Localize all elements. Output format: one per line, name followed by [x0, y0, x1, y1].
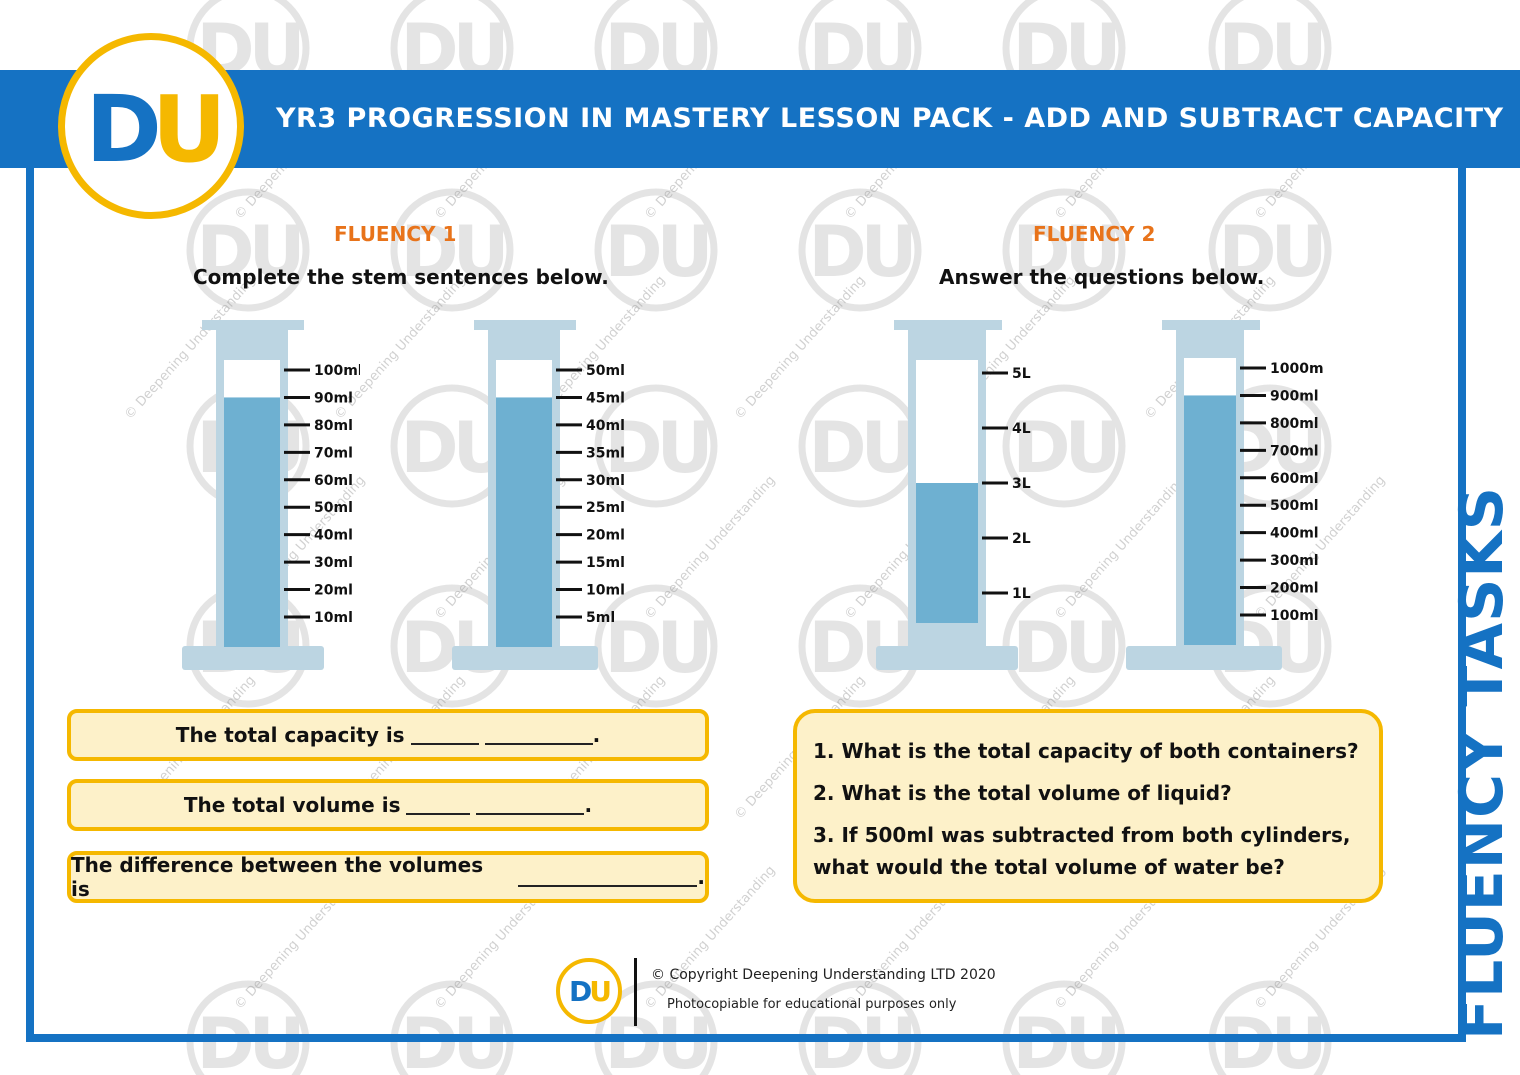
answer-blank[interactable]: [518, 867, 698, 887]
cylinder-base: [452, 646, 598, 670]
unit-blank[interactable]: [484, 725, 593, 745]
cylinder-rim: [1162, 320, 1260, 330]
photocopiable-text: Photocopiable for educational purposes o…: [667, 997, 957, 1012]
scale-label: 1L: [1012, 586, 1031, 602]
scale-label: 10ml: [586, 583, 625, 599]
scale-label: 100ml: [1270, 608, 1319, 624]
scale-label: 45ml: [586, 390, 625, 406]
measuring-cylinder-5l: 5L 4L 3L 2L 1L: [876, 320, 1031, 670]
scale-label: 20ml: [586, 528, 625, 544]
liquid-fill: [496, 397, 552, 647]
question-2: 2. What is the total volume of liquid?: [813, 781, 1232, 805]
stem-end: .: [584, 793, 593, 817]
scale-label: 50ml: [314, 500, 353, 516]
measuring-cylinder-1000ml: 1000ml 900ml 800ml 700ml 600ml 500ml 400ml 300m…: [1126, 320, 1324, 670]
answer-blank[interactable]: [410, 725, 479, 745]
cylinder-base: [182, 646, 324, 670]
fluency-2-instruction: Answer the questions below.: [939, 265, 1265, 289]
scale-label: 10ml: [314, 610, 353, 626]
stem-sentence-volume: The total volume is .: [67, 779, 709, 831]
scale-label: 5ml: [586, 610, 615, 626]
fluency-1-label: FLUENCY 1: [334, 222, 457, 246]
scale-label: 100ml: [314, 363, 360, 379]
question-3: 3. If 500ml was subtracted from both cyl…: [813, 823, 1351, 879]
stem-text: The total volume is: [183, 793, 401, 817]
question-1: 1. What is the total capacity of both co…: [813, 739, 1359, 763]
page-frame: [26, 150, 1466, 1042]
scale-label: 400ml: [1270, 526, 1319, 542]
scale-label: 3L: [1012, 476, 1031, 492]
fluency-tasks-side-title: FLUENCY TASKS: [1447, 486, 1517, 1040]
scale-label: 900ml: [1270, 388, 1319, 404]
header-bar: [0, 70, 1520, 168]
logo-letter-u: U: [589, 975, 612, 1008]
scale-label: 40ml: [586, 418, 625, 434]
measuring-cylinder-50ml: 50ml 45ml 40ml 35ml 30ml 25ml 20ml 15ml 10ml 5ml: [452, 320, 625, 670]
stem-text: The total capacity is: [175, 723, 405, 747]
fluency-1-instruction: Complete the stem sentences below.: [193, 265, 609, 289]
liquid-fill: [916, 483, 978, 623]
scale-label: 50ml: [586, 363, 625, 379]
cylinder-rim: [894, 320, 1002, 330]
scale-label: 25ml: [586, 500, 625, 516]
unit-blank[interactable]: [476, 795, 585, 815]
measuring-cylinder-100ml: 100ml 90ml 80ml 70ml 60ml 50ml 40ml 30ml 20ml 10m…: [182, 320, 360, 670]
scale-label: 5L: [1012, 366, 1031, 382]
stem-sentence-capacity: The total capacity is .: [67, 709, 709, 761]
scale-label: 800ml: [1270, 416, 1319, 432]
cylinder-base: [876, 646, 1018, 670]
liquid-fill: [224, 397, 280, 647]
scale-label: 30ml: [586, 473, 625, 489]
scale-label: 90ml: [314, 390, 353, 406]
logo-letter-d: D: [569, 975, 592, 1008]
footer-logo-text: DU: [560, 975, 618, 1008]
scale-label: 300ml: [1270, 553, 1319, 569]
cylinder-rim: [474, 320, 576, 330]
footer-divider: [634, 958, 637, 1026]
stem-sentence-difference: The difference between the volumes is .: [67, 851, 709, 903]
logo-letter-d: D: [85, 76, 161, 183]
scale-label: 600ml: [1270, 471, 1319, 487]
scale-label: 60ml: [314, 473, 353, 489]
stem-end: .: [697, 865, 705, 889]
page-title: YR3 PROGRESSION IN MASTERY LESSON PACK -…: [276, 103, 1504, 134]
scale-label: 2L: [1012, 531, 1031, 547]
logo-letter-u: U: [151, 76, 227, 183]
scale-label: 1000ml: [1270, 361, 1324, 377]
questions-box: 1. What is the total capacity of both co…: [793, 709, 1383, 903]
liquid-fill: [1184, 395, 1236, 645]
du-logo: DU: [58, 33, 244, 219]
scale-label: 40ml: [314, 528, 353, 544]
footer-logo: DU: [556, 958, 622, 1024]
stem-text: The difference between the volumes is: [71, 853, 484, 901]
copyright-text: © Copyright Deepening Understanding LTD …: [651, 967, 996, 983]
scale-label: 15ml: [586, 555, 625, 571]
scale-label: 35ml: [586, 445, 625, 461]
cylinder-base: [1126, 646, 1282, 670]
scale-label: 70ml: [314, 445, 353, 461]
scale-label: 20ml: [314, 583, 353, 599]
fluency-2-label: FLUENCY 2: [1033, 222, 1156, 246]
scale-label: 30ml: [314, 555, 353, 571]
scale-label: 80ml: [314, 418, 353, 434]
answer-blank[interactable]: [406, 795, 471, 815]
scale-label: 4L: [1012, 421, 1031, 437]
scale-label: 500ml: [1270, 498, 1319, 514]
scale-label: 700ml: [1270, 443, 1319, 459]
cylinder-rim: [202, 320, 304, 330]
du-logo-text: DU: [65, 76, 237, 183]
scale-label: 200ml: [1270, 581, 1319, 597]
stem-end: .: [592, 723, 601, 747]
